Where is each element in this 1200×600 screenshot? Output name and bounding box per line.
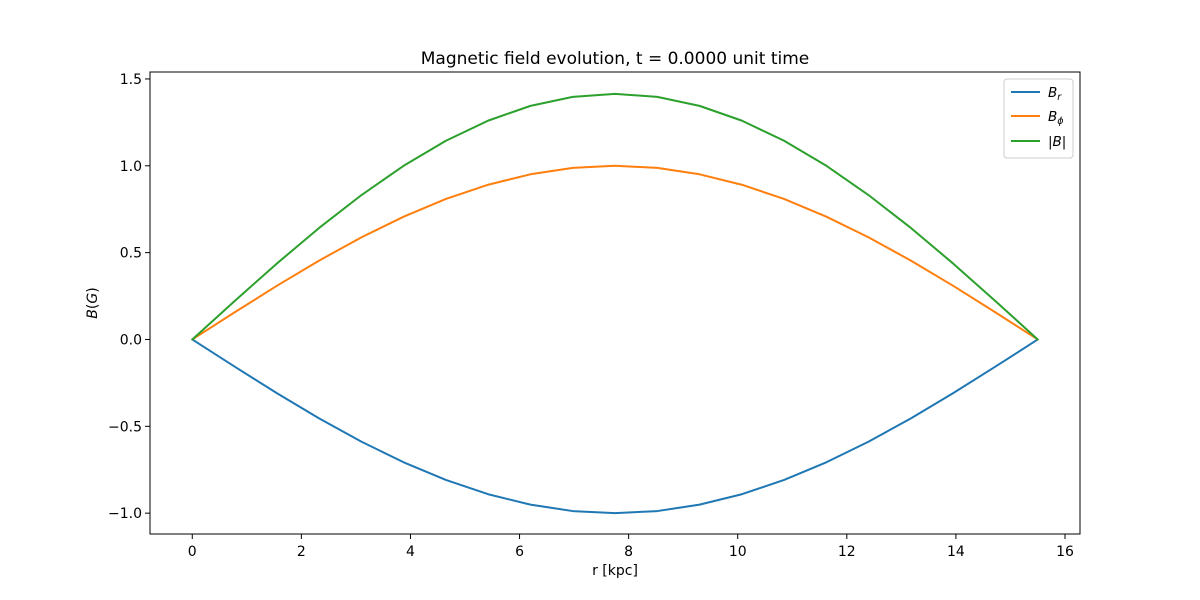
legend: Br Bϕ |B| <box>1003 78 1074 159</box>
x-tick-label: 6 <box>515 544 524 560</box>
x-tick-label: 12 <box>838 544 856 560</box>
x-tick-label: 4 <box>406 544 415 560</box>
legend-label-babs: |B| <box>1048 134 1066 150</box>
y-tick-label: −0.5 <box>108 419 142 435</box>
y-tick-label: 1.5 <box>120 72 142 88</box>
x-tick-label: 0 <box>188 544 197 560</box>
series-br-line <box>191 338 1039 515</box>
y-tick-label: −1.0 <box>108 506 142 522</box>
plot-area-frame <box>149 71 1081 535</box>
y-axis: −1.0 −0.5 0.0 0.5 1.0 1.5 <box>108 72 150 522</box>
x-tick-label: 8 <box>624 544 633 560</box>
y-tick-label: 0.5 <box>120 246 142 262</box>
x-tick-label: 14 <box>947 544 965 560</box>
x-tick-label: 2 <box>297 544 306 560</box>
y-axis-label: B(G) <box>85 287 101 318</box>
legend-label-br: Br <box>1048 85 1062 103</box>
x-tick-label: 16 <box>1056 544 1074 560</box>
series-bphi-line <box>191 164 1039 341</box>
chart-title: Magnetic field evolution, t = 0.0000 uni… <box>421 49 809 69</box>
x-axis: 0 2 4 6 8 10 12 14 16 <box>188 534 1074 560</box>
series-layer <box>191 92 1039 515</box>
x-tick-label: 10 <box>729 544 747 560</box>
y-tick-label: 0.0 <box>120 332 142 348</box>
legend-label-bphi: Bϕ <box>1048 109 1064 127</box>
legend-box <box>1003 78 1074 159</box>
series-babs-line <box>191 92 1039 341</box>
x-axis-label: r [kpc] <box>592 563 638 579</box>
y-tick-label: 1.0 <box>120 159 142 175</box>
